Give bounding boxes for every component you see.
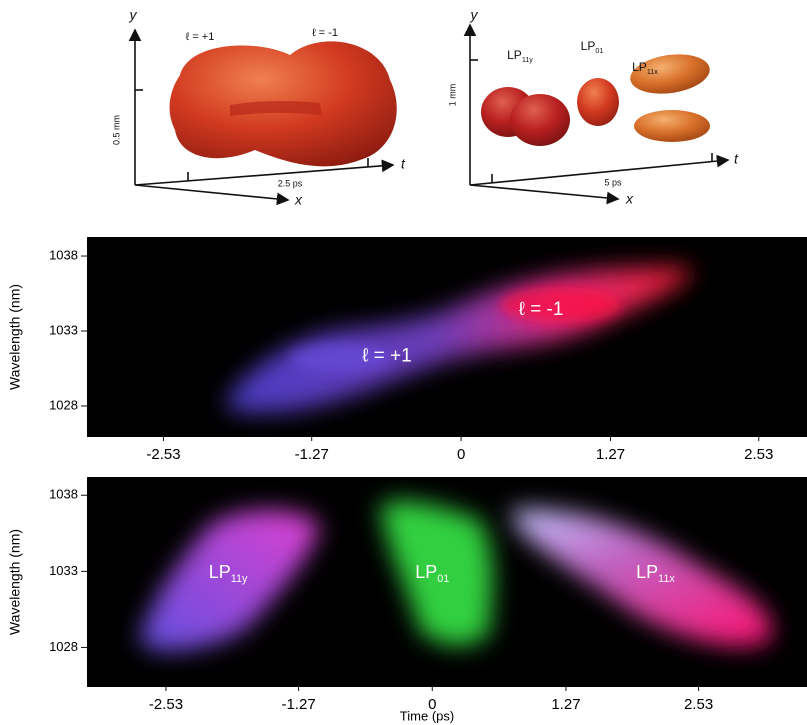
axis-label: x bbox=[294, 192, 303, 208]
blob bbox=[634, 110, 710, 142]
axis-label: y bbox=[129, 7, 138, 23]
x-tick-label: 2.53 bbox=[684, 696, 713, 713]
mode-label-sub: 11x bbox=[647, 67, 658, 76]
annotation: ℓ = -1 bbox=[519, 299, 564, 320]
axis bbox=[470, 185, 618, 199]
annotation: ℓ = +1 bbox=[362, 346, 411, 367]
y-tick-label: 1028 bbox=[49, 397, 78, 412]
annotation-sub: 01 bbox=[437, 573, 449, 585]
x-tick-label: 1.27 bbox=[596, 446, 625, 463]
x-axis-label: Time (ps) bbox=[400, 708, 454, 723]
scale-label: 0.5 mm bbox=[111, 115, 121, 145]
annotation-sub: 11y bbox=[231, 573, 248, 585]
axis bbox=[135, 185, 288, 200]
mode-label: LP01 bbox=[581, 39, 604, 55]
scale-label: 5 ps bbox=[604, 177, 622, 187]
y-axis-label: Wavelength (nm) bbox=[7, 284, 23, 390]
y-tick-label: 1038 bbox=[49, 247, 78, 262]
y-tick-label: 1028 bbox=[49, 639, 78, 654]
mode-label-base: LP bbox=[507, 48, 522, 62]
diagram-oam: y t x ℓ = +1 ℓ = -1 0.5 mm 2.5 ps bbox=[111, 7, 406, 208]
axis bbox=[470, 160, 728, 185]
y-tick-label: 1033 bbox=[49, 322, 78, 337]
blob bbox=[510, 94, 570, 146]
axis bbox=[135, 165, 393, 185]
mode-label: ℓ = +1 bbox=[186, 31, 215, 43]
x-tick-label: 2.53 bbox=[744, 446, 773, 463]
figure: y t x ℓ = +1 ℓ = -1 0.5 mm 2.5 ps y t x … bbox=[0, 0, 807, 725]
axis-label: y bbox=[470, 7, 479, 23]
x-tick-label: 1.27 bbox=[551, 696, 580, 713]
mode-label-sub: 11y bbox=[522, 55, 533, 64]
mode-label-sub: 01 bbox=[595, 46, 603, 55]
axis-label: x bbox=[625, 191, 634, 207]
annotation-base: LP bbox=[415, 562, 437, 582]
annotation-base: LP bbox=[636, 562, 658, 582]
mode-label: LP11y bbox=[507, 48, 533, 64]
axis-label: t bbox=[401, 156, 406, 172]
scale-label: 1 mm bbox=[447, 84, 457, 107]
x-tick-label: -2.53 bbox=[149, 696, 183, 713]
mode-label-base: LP bbox=[632, 60, 647, 74]
y-axis-label: Wavelength (nm) bbox=[7, 529, 23, 635]
annotation-sub: 11x bbox=[658, 573, 675, 585]
x-tick-label: -1.27 bbox=[295, 446, 329, 463]
y-tick-label: 1033 bbox=[49, 563, 78, 578]
mode-label-base: LP bbox=[581, 39, 596, 53]
x-tick-label: -1.27 bbox=[281, 696, 315, 713]
x-tick-label: 0 bbox=[457, 446, 465, 463]
axis-label: t bbox=[734, 151, 739, 167]
annotation-base: LP bbox=[209, 562, 231, 582]
x-tick-label: -2.53 bbox=[146, 446, 180, 463]
y-tick-label: 1038 bbox=[49, 487, 78, 502]
scale-label: 2.5 ps bbox=[278, 178, 303, 188]
mode-label: ℓ = -1 bbox=[312, 27, 338, 39]
blob bbox=[577, 78, 619, 126]
